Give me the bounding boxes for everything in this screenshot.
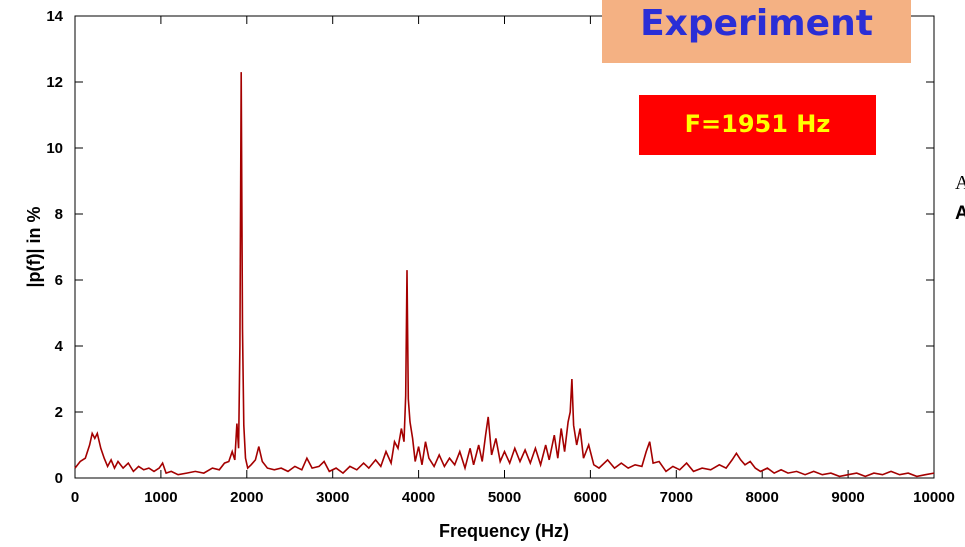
x-tick-label: 10000 xyxy=(913,489,955,506)
x-tick-label: 6000 xyxy=(574,489,607,506)
x-tick-label: 2000 xyxy=(230,489,263,506)
x-tick-label: 4000 xyxy=(402,489,435,506)
x-axis-title: Frequency (Hz) xyxy=(439,521,569,541)
x-tick-label: 9000 xyxy=(831,489,864,506)
experiment-label-box: Experiment xyxy=(602,0,911,63)
y-tick-label: 2 xyxy=(55,404,63,421)
x-tick-label: 7000 xyxy=(660,489,693,506)
y-tick-label: 8 xyxy=(55,206,63,223)
y-axis-title: |p(f)| in % xyxy=(24,206,44,287)
x-tick-label: 5000 xyxy=(488,489,521,506)
x-tick-label: 3000 xyxy=(316,489,349,506)
y-tick-label: 0 xyxy=(55,470,63,487)
y-tick-label: 12 xyxy=(46,74,63,91)
edge-text-2: A xyxy=(955,203,965,224)
experiment-label: Experiment xyxy=(640,3,873,44)
spectrum-series-line xyxy=(74,72,935,478)
x-tick-label: 0 xyxy=(71,489,79,506)
y-tick-label: 10 xyxy=(46,140,63,157)
y-tick-label: 4 xyxy=(55,338,64,355)
frequency-label-box: F=1951 Hz xyxy=(639,95,876,155)
plot-area xyxy=(74,15,935,479)
x-axis: 0 1000 2000 3000 4000 5000 6000 7000 8000 9000 100… xyxy=(71,16,955,506)
y-tick-label: 6 xyxy=(55,272,63,289)
edge-text-1: A xyxy=(955,172,965,194)
x-tick-label: 1000 xyxy=(144,489,177,506)
y-axis: 0 2 4 6 8 10 12 14 xyxy=(46,8,934,487)
frequency-label: F=1951 Hz xyxy=(684,110,831,138)
x-tick-label: 8000 xyxy=(746,489,779,506)
y-tick-label: 14 xyxy=(46,8,63,25)
